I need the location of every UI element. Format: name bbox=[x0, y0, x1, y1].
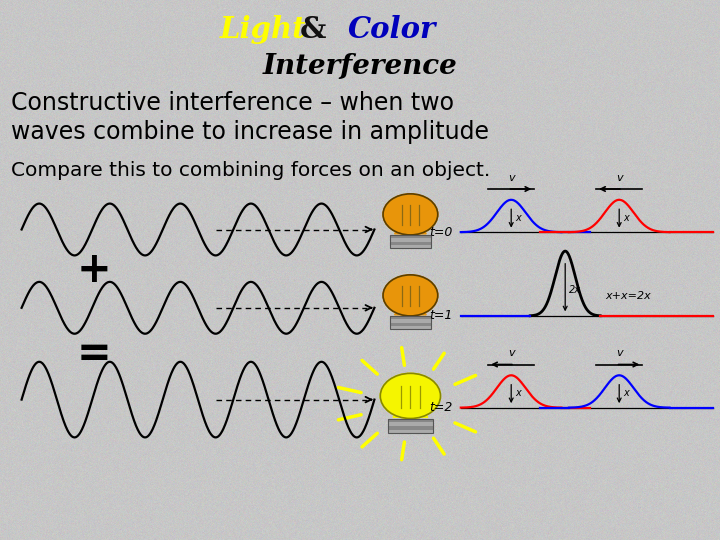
Text: v: v bbox=[616, 348, 623, 358]
Text: v: v bbox=[508, 172, 515, 183]
Polygon shape bbox=[395, 226, 426, 234]
Text: t=2: t=2 bbox=[429, 401, 452, 414]
FancyBboxPatch shape bbox=[390, 238, 431, 242]
FancyBboxPatch shape bbox=[390, 323, 431, 326]
FancyBboxPatch shape bbox=[388, 418, 433, 422]
FancyBboxPatch shape bbox=[390, 326, 431, 329]
Text: x: x bbox=[515, 388, 521, 398]
Text: Color: Color bbox=[348, 15, 436, 44]
Text: waves combine to increase in amplitude: waves combine to increase in amplitude bbox=[11, 120, 489, 144]
Text: Compare this to combining forces on an object.: Compare this to combining forces on an o… bbox=[11, 160, 490, 180]
Circle shape bbox=[383, 275, 438, 316]
Text: v: v bbox=[508, 348, 515, 358]
Text: Constructive interference – when two: Constructive interference – when two bbox=[11, 91, 454, 114]
Text: 2x: 2x bbox=[569, 285, 581, 295]
FancyBboxPatch shape bbox=[390, 242, 431, 245]
FancyBboxPatch shape bbox=[390, 235, 431, 238]
Text: x+x=2x: x+x=2x bbox=[605, 292, 651, 301]
Text: x: x bbox=[515, 213, 521, 222]
Text: =: = bbox=[76, 333, 111, 375]
Polygon shape bbox=[393, 409, 428, 417]
Text: +: + bbox=[76, 249, 111, 291]
FancyBboxPatch shape bbox=[390, 316, 431, 319]
FancyBboxPatch shape bbox=[390, 245, 431, 248]
Text: t=1: t=1 bbox=[429, 309, 452, 322]
Circle shape bbox=[383, 194, 438, 235]
Text: x: x bbox=[623, 388, 629, 398]
Text: Interference: Interference bbox=[263, 53, 457, 80]
Text: v: v bbox=[616, 172, 623, 183]
FancyBboxPatch shape bbox=[388, 422, 433, 426]
FancyBboxPatch shape bbox=[388, 426, 433, 430]
Text: &: & bbox=[290, 15, 336, 44]
Circle shape bbox=[380, 373, 441, 418]
FancyBboxPatch shape bbox=[388, 430, 433, 433]
Text: t=0: t=0 bbox=[429, 226, 452, 239]
Text: x: x bbox=[623, 213, 629, 222]
Polygon shape bbox=[395, 307, 426, 315]
Text: Light: Light bbox=[220, 15, 306, 44]
FancyBboxPatch shape bbox=[390, 319, 431, 322]
